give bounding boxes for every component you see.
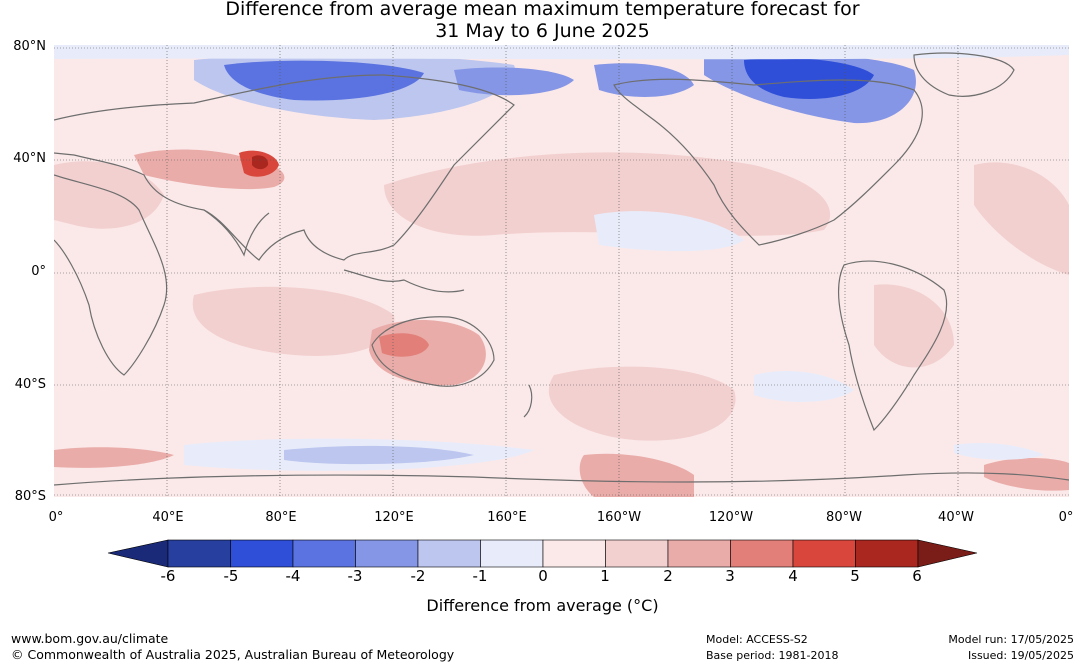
lat-label-80n: 80°N <box>13 39 46 54</box>
warm-region-africa <box>54 161 164 229</box>
map-canvas <box>54 45 1069 497</box>
lat-label-0: 0° <box>31 264 46 279</box>
colorbar-tick-0: 0 <box>538 567 548 585</box>
warm-region-north-pacific <box>384 152 831 236</box>
colorbar-tick-minus6: -6 <box>160 567 176 585</box>
colorbar-box-10 <box>792 539 856 568</box>
colorbar-box-5 <box>480 539 544 568</box>
colorbar-tick-minus4: -4 <box>285 567 301 585</box>
cool-region-north-atlantic <box>954 443 1044 460</box>
warm-region-central-asia-peak <box>252 155 269 170</box>
colorbar-extend-high <box>917 539 978 568</box>
colorbar-tick-6: 6 <box>912 567 922 585</box>
anomaly-regions <box>54 45 1069 497</box>
graticule <box>54 45 1069 497</box>
colorbar <box>107 539 978 568</box>
coastline-africa <box>54 174 168 376</box>
coastlines <box>54 52 1069 486</box>
cool-region-siberia-core <box>224 60 424 101</box>
lat-label-40s: 40°S <box>14 377 46 392</box>
cool-region-canada-core <box>744 58 874 99</box>
colorbar-tick-2: 2 <box>663 567 673 585</box>
colorbar-box-6 <box>542 539 606 568</box>
lon-label-0-right: 0° <box>1058 510 1074 525</box>
lon-label-80w: 80°W <box>826 510 862 525</box>
warm-region-south-atlantic-far <box>984 458 1069 491</box>
colorbar-tick-minus5: -5 <box>223 567 239 585</box>
lat-label-80s: 80°S <box>14 489 46 504</box>
lon-label-160w: 160°W <box>596 510 642 525</box>
coastline-north-america <box>613 78 923 246</box>
cool-region-arctic <box>54 45 1069 60</box>
colorbar-box-1 <box>230 539 294 568</box>
colorbar-tick-5: 5 <box>850 567 860 585</box>
footer-copyright: © Commonwealth of Australia 2025, Austra… <box>11 647 455 662</box>
lon-label-40w: 40°W <box>938 510 974 525</box>
coastline-india <box>203 209 270 257</box>
cool-region-north-pacific-east <box>594 211 744 252</box>
footer-model-run: Model run: 17/05/2025 <box>948 633 1074 646</box>
coastline-eurasia <box>54 74 515 261</box>
colorbar-box-8 <box>667 539 731 568</box>
lon-label-120w: 120°W <box>708 510 754 525</box>
warm-region-australia-core <box>379 333 429 357</box>
coastline-new-zealand <box>523 384 533 418</box>
coastline-south-america <box>837 260 948 432</box>
colorbar-box-0 <box>167 539 231 568</box>
warm-region-south-pacific-far <box>579 453 694 497</box>
coastline-antarctica <box>54 472 1069 486</box>
colorbar-extend-low <box>107 539 169 568</box>
colorbar-box-11 <box>855 539 919 568</box>
lon-label-160e: 160°E <box>487 510 527 525</box>
colorbar-box-9 <box>730 539 794 568</box>
coastline-australia <box>371 316 495 387</box>
map-title-line-2: 31 May to 6 June 2025 <box>435 20 650 42</box>
colorbar-tick-minus2: -2 <box>410 567 426 585</box>
footer-base-period: Base period: 1981-2018 <box>706 649 839 662</box>
cool-region-south-pacific-east <box>754 370 854 402</box>
warm-region-indian-ocean <box>192 286 395 356</box>
warm-region-south-america <box>874 284 954 368</box>
coastline-greenland <box>913 52 1015 97</box>
footer-website: www.bom.gov.au/climate <box>11 631 169 646</box>
map-title-line-1: Difference from average mean maximum tem… <box>225 0 860 20</box>
lon-label-40e: 40°E <box>152 510 184 525</box>
colorbar-box-4 <box>417 539 481 568</box>
cool-region-siberia-east <box>454 67 574 96</box>
colorbar-tick-1: 1 <box>600 567 610 585</box>
warm-region-south-pacific <box>548 366 736 441</box>
colorbar-box-7 <box>605 539 669 568</box>
lon-label-0: 0° <box>48 510 64 525</box>
footer-model: Model: ACCESS-S2 <box>706 633 808 646</box>
lon-label-120e: 120°E <box>374 510 414 525</box>
colorbar-box-2 <box>292 539 356 568</box>
lat-label-40n: 40°N <box>13 151 46 166</box>
colorbar-tick-4: 4 <box>788 567 798 585</box>
coastline-maritime-continent <box>343 269 465 293</box>
colorbar-tick-minus3: -3 <box>347 567 363 585</box>
colorbar-tick-minus1: -1 <box>472 567 488 585</box>
warm-region-south-indian-far <box>54 447 174 468</box>
footer-issued: Issued: 19/05/2025 <box>967 649 1074 662</box>
colorbar-box-3 <box>355 539 419 568</box>
colorbar-tick-3: 3 <box>725 567 735 585</box>
cool-region-southern-ocean-deep <box>284 445 474 465</box>
colorbar-boxes <box>167 539 919 568</box>
colorbar-title: Difference from average (°C) <box>426 596 659 615</box>
temperature-anomaly-map <box>54 45 1069 497</box>
warm-region-atlantic <box>974 162 1069 275</box>
lon-label-80e: 80°E <box>265 510 297 525</box>
